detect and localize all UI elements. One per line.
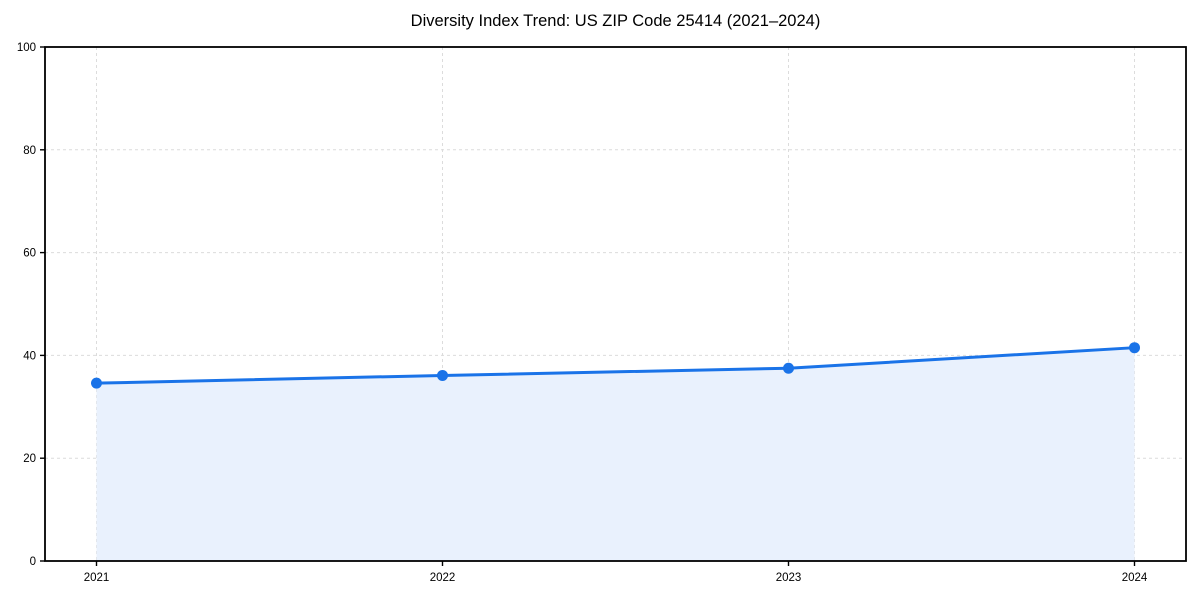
x-tick-label: 2021 (84, 572, 110, 584)
y-tick-label: 100 (17, 42, 36, 54)
y-tick-label: 0 (30, 556, 36, 568)
data-point-2024 (1129, 342, 1140, 354)
plot-border (44, 46, 1187, 562)
data-point-2023 (783, 362, 794, 374)
trend-line (95, 346, 1136, 385)
chart-title: Diversity Index Trend: US ZIP Code 25414… (410, 12, 821, 30)
data-point-2022 (437, 369, 448, 381)
data-point-2021 (91, 377, 102, 389)
area-fill (96, 347, 1135, 561)
x-tick-label: 2023 (776, 572, 802, 584)
y-tick-label: 80 (23, 145, 36, 157)
x-tick-label: 2024 (1122, 572, 1148, 584)
x-tick-label: 2022 (430, 572, 456, 584)
y-tick-label: 20 (23, 453, 36, 465)
y-tick-label: 40 (23, 350, 36, 362)
y-tick-label: 60 (23, 248, 36, 260)
